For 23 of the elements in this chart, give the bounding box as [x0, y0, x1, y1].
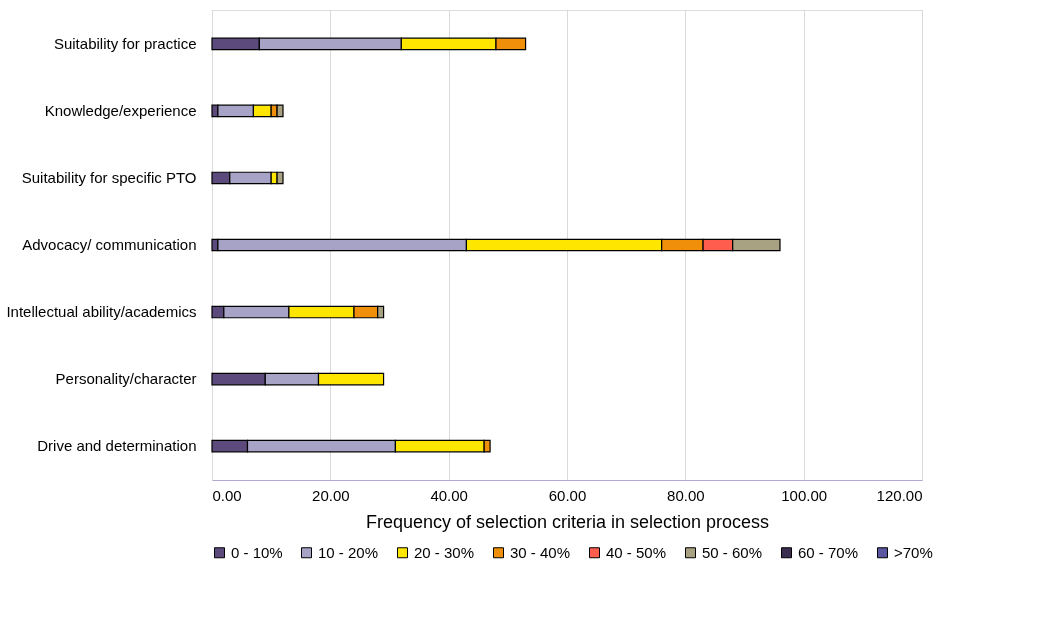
y-tick-label: Suitability for practice	[53, 34, 197, 52]
x-tick-label: 80.00	[667, 486, 705, 504]
y-tick-label: Knowledge/experience	[44, 101, 197, 119]
legend-label: 50 - 60%	[702, 543, 763, 561]
x-tick-label: 40.00	[430, 486, 468, 504]
legend-label: 20 - 30%	[414, 543, 475, 561]
y-tick-label: Advocacy/ communication	[22, 236, 197, 253]
y-tick-label: Intellectual ability/academics	[6, 303, 197, 321]
x-tick-label: 60.00	[548, 486, 587, 504]
legend-label: 30 - 40%	[510, 543, 571, 561]
legend-label: 40 - 50%	[606, 543, 667, 561]
x-tick-label: 120.00	[876, 486, 923, 504]
x-tick-label: 20.00	[312, 486, 350, 504]
legend-label: >70%	[894, 543, 933, 561]
legend-label: 10 - 20%	[318, 543, 379, 561]
legend-label: 60 - 70%	[798, 543, 859, 561]
legend-label: 0 - 10%	[231, 543, 283, 561]
x-tick-label: 100.00	[781, 486, 828, 504]
y-tick-label: Drive and determination	[37, 437, 197, 455]
x-tick-label: 0.00	[212, 486, 242, 504]
y-tick-label: Personality/character	[55, 370, 197, 388]
x-axis-title: Frequency of selection criteria in selection process	[365, 511, 770, 532]
y-tick-label: Suitability for specific PTO	[21, 168, 197, 186]
